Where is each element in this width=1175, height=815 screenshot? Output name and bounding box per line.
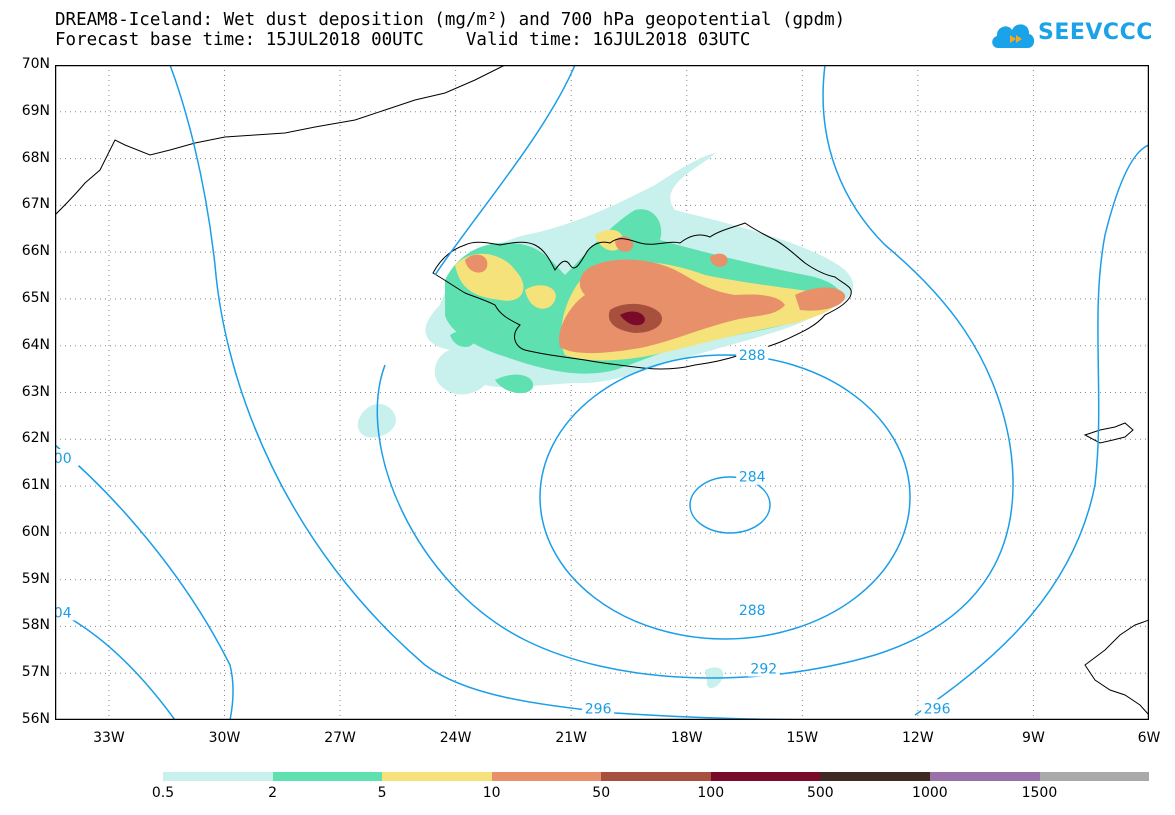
contour-292-north <box>434 65 576 276</box>
color-legend <box>163 772 1150 781</box>
latitude-label: 56N <box>21 711 50 727</box>
legend-swatch <box>1039 772 1150 781</box>
dust-level-2 <box>450 330 475 347</box>
legend-label: 500 <box>806 785 834 801</box>
map-title-line1: DREAM8-Iceland: Wet dust deposition (mg/… <box>55 10 846 30</box>
contour-label: 296 <box>924 701 951 717</box>
faroe-islands-coastline <box>1083 422 1134 444</box>
legend-label: 5 <box>377 785 387 801</box>
legend-label: 100 <box>697 785 725 801</box>
contour-300 <box>55 444 234 720</box>
contour-label-bg <box>55 603 79 621</box>
contour-label-bg <box>55 449 79 466</box>
latitude-label: 60N <box>21 523 50 540</box>
longitude-label: 33W <box>93 730 125 746</box>
legend-label: 0.5 <box>151 785 175 801</box>
contour-label: 292 <box>750 662 777 678</box>
legend-label: 10 <box>482 785 501 801</box>
dust-level-10 <box>559 259 785 354</box>
contour-label-bg <box>736 467 769 485</box>
latitude-label: 63N <box>21 383 50 400</box>
longitude-label: 21W <box>555 730 588 746</box>
contour-label: 288 <box>739 603 766 619</box>
contour-288 <box>539 354 911 640</box>
iceland-coastline <box>432 222 852 370</box>
map-frame: 288 284 288 292 296 296 00 04 <box>55 65 1149 720</box>
dust-deposition-field <box>357 153 854 689</box>
dust-level-100 <box>620 311 645 326</box>
cloud-icon <box>992 24 1035 48</box>
contour-label: 00 <box>55 451 72 467</box>
legend-swatch <box>163 772 273 781</box>
longitude-label: 27W <box>324 730 356 746</box>
graticule <box>55 65 1149 720</box>
latitude-label: 70N <box>21 56 50 72</box>
longitude-label: 30W <box>208 730 241 746</box>
latitude-label: 57N <box>21 664 50 681</box>
contour-label-bg <box>747 659 780 677</box>
longitude-label: 18W <box>670 730 703 746</box>
geopotential-contours <box>55 65 1149 720</box>
legend-swatch <box>491 772 602 781</box>
latitude-label: 61N <box>21 477 50 494</box>
latitude-label: 67N <box>21 196 50 213</box>
latitude-label: 68N <box>21 149 50 166</box>
latitude-label: 59N <box>21 570 50 587</box>
contour-labels: 288 284 288 292 296 296 00 04 <box>55 346 954 717</box>
longitude-label: 24W <box>439 730 472 746</box>
dust-level-5 <box>525 285 556 309</box>
contour-label-bg <box>921 699 954 717</box>
contour-296 <box>169 65 826 720</box>
coastlines <box>55 65 1149 716</box>
contour-label: 288 <box>739 348 766 364</box>
contour-284 <box>689 476 771 534</box>
latitude-label: 58N <box>21 617 50 634</box>
contour-label-bg <box>736 346 769 364</box>
latitude-label: 64N <box>21 336 50 353</box>
dust-level-10 <box>710 253 728 267</box>
longitude-label: 12W <box>902 730 934 746</box>
legend-swatch <box>710 772 821 781</box>
contour-label: 284 <box>739 470 766 486</box>
dust-level-10 <box>615 236 634 252</box>
dust-level-10 <box>795 287 846 311</box>
longitude-label: 6W <box>1137 730 1161 746</box>
contour-label: 296 <box>585 701 612 717</box>
dust-level-2 <box>495 374 534 394</box>
contour-label-bg <box>736 601 769 619</box>
contour-label: 04 <box>55 605 72 621</box>
latitude-label: 69N <box>21 102 50 119</box>
latitude-label: 66N <box>21 243 50 260</box>
legend-label: 1000 <box>912 785 948 801</box>
legend-swatch <box>272 772 383 781</box>
logo-text: SEEVCCC <box>1038 20 1153 45</box>
contour-label-bg <box>582 699 615 717</box>
legend-label: 2 <box>268 785 278 801</box>
legend-label: 1500 <box>1021 785 1058 801</box>
map-border <box>55 65 1149 720</box>
legend-label: 50 <box>592 785 611 801</box>
latitude-label: 65N <box>21 289 50 306</box>
dust-level-10 <box>465 254 488 273</box>
legend-swatch <box>382 772 492 781</box>
legend-swatch <box>601 772 711 781</box>
seevccc-logo: SEEVCCC <box>990 18 1153 56</box>
legend-swatch <box>820 772 930 781</box>
scotland-coastline <box>1084 619 1149 716</box>
legend-swatch <box>929 772 1040 781</box>
latitude-label: 62N <box>21 430 50 447</box>
greenland-coastline <box>55 65 506 216</box>
map-title-line2: Forecast base time: 15JUL2018 00UTC Vali… <box>55 30 751 50</box>
longitude-label: 15W <box>786 730 819 746</box>
longitude-label: 9W <box>1022 730 1045 746</box>
contour-296-east <box>914 144 1149 716</box>
contour-292 <box>376 65 1014 679</box>
